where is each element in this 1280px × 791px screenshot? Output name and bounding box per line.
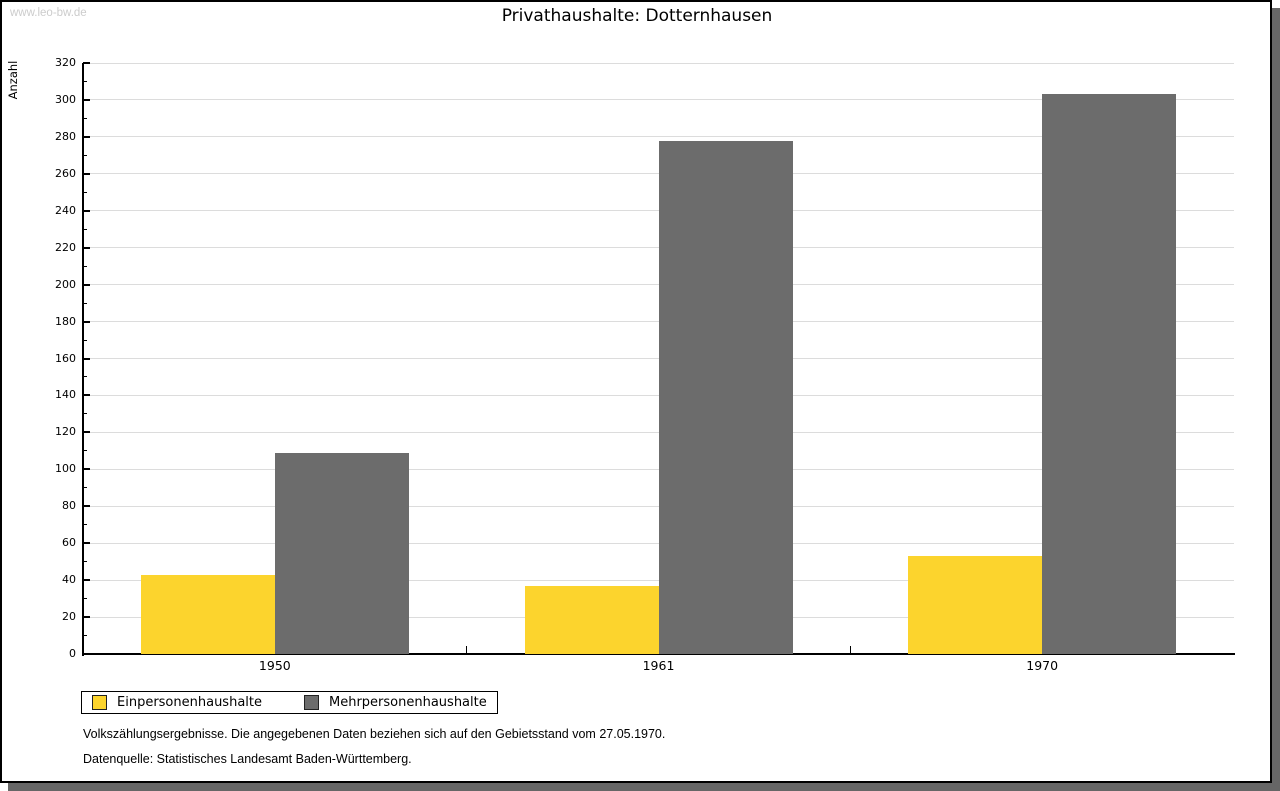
- x-tick-label: 1950: [258, 658, 291, 673]
- y-major-tick: [83, 98, 90, 101]
- gridline: [84, 136, 1234, 138]
- y-major-tick: [83, 62, 90, 64]
- legend-label: Einpersonenhaushalte: [117, 695, 262, 710]
- y-tick-label: 240: [55, 203, 76, 217]
- y-minor-tick: [83, 487, 87, 489]
- y-major-tick: [83, 357, 90, 360]
- y-minor-tick: [83, 302, 87, 304]
- x-boundary-tick: [465, 646, 468, 653]
- y-minor-tick: [83, 376, 87, 378]
- y-tick-label: 40: [62, 573, 76, 587]
- y-tick-label: 100: [55, 462, 76, 476]
- y-minor-tick: [83, 561, 87, 563]
- y-minor-tick: [83, 598, 87, 600]
- y-axis-line: [82, 63, 84, 656]
- y-minor-tick: [83, 80, 87, 82]
- y-major-tick: [83, 431, 90, 434]
- y-minor-tick: [83, 117, 87, 119]
- x-boundary-tick: [849, 646, 852, 653]
- y-major-tick: [83, 579, 90, 582]
- gridline: [84, 99, 1234, 101]
- y-minor-tick: [83, 265, 87, 267]
- y-minor-tick: [83, 413, 87, 415]
- legend-swatch-gray: [304, 695, 319, 710]
- y-major-tick: [83, 209, 90, 212]
- y-minor-tick: [83, 228, 87, 230]
- bar-einpersonenhaushalte-1950: [140, 574, 275, 654]
- watermark: www.leo-bw.de: [10, 7, 87, 19]
- bar-einpersonenhaushalte-1970: [908, 556, 1043, 654]
- legend: Einpersonenhaushalte Mehrpersonenhaushal…: [81, 691, 498, 714]
- y-major-tick: [83, 320, 90, 323]
- y-major-tick: [83, 616, 90, 619]
- y-minor-tick: [83, 524, 87, 526]
- y-minor-tick: [83, 450, 87, 452]
- y-tick-label: 120: [55, 425, 76, 439]
- footnote-gebietsstand: Volkszählungsergebnisse. Die angegebenen…: [83, 727, 666, 741]
- legend-swatch-yellow: [92, 695, 107, 710]
- y-tick-label: 140: [55, 388, 76, 402]
- y-major-tick: [83, 283, 90, 286]
- y-tick-label: 80: [62, 499, 76, 513]
- bar-mehrpersonenhaushalte-1950: [274, 452, 409, 654]
- y-tick-label: 320: [55, 56, 76, 69]
- y-major-tick: [83, 172, 90, 175]
- bar-einpersonenhaushalte-1961: [524, 585, 659, 654]
- y-tick-label: 300: [55, 92, 76, 106]
- y-major-tick: [83, 246, 90, 249]
- legend-item-einpersonenhaushalte: Einpersonenhaushalte: [92, 695, 262, 710]
- gridline: [84, 62, 1234, 64]
- bar-mehrpersonenhaushalte-1970: [1042, 94, 1177, 654]
- x-tick-label: 1961: [642, 658, 675, 673]
- y-minor-tick: [83, 154, 87, 156]
- legend-item-mehrpersonenhaushalte: Mehrpersonenhaushalte: [304, 695, 487, 710]
- y-tick-label: 200: [55, 277, 76, 291]
- chart-title: Privathaushalte: Dotternhausen: [501, 6, 773, 26]
- y-tick-label: 180: [55, 314, 76, 328]
- legend-label: Mehrpersonenhaushalte: [329, 695, 487, 710]
- y-major-tick: [83, 542, 90, 545]
- y-tick-label: 260: [55, 166, 76, 180]
- y-major-tick: [83, 505, 90, 508]
- y-major-tick: [83, 468, 90, 471]
- y-tick-label: 20: [62, 610, 76, 624]
- y-minor-tick: [83, 339, 87, 341]
- plot-area: 0 20 40 60 80 100 120 140 160 180 200 220 240 260 280 3…: [2, 2, 1272, 781]
- footnote-datenquelle: Datenquelle: Statistisches Landesamt Bad…: [83, 752, 412, 766]
- x-axis-line: [82, 653, 1235, 655]
- y-tick-label: 280: [55, 129, 76, 143]
- y-minor-tick: [83, 191, 87, 193]
- y-tick-label: 160: [55, 351, 76, 365]
- y-minor-tick: [83, 635, 87, 637]
- y-tick-label: 0: [69, 647, 76, 660]
- x-tick-label: 1970: [1026, 658, 1059, 673]
- y-major-tick: [83, 394, 90, 397]
- y-major-tick: [83, 135, 90, 138]
- bar-mehrpersonenhaushalte-1961: [658, 140, 793, 654]
- y-tick-label: 220: [55, 240, 76, 254]
- y-tick-label: 60: [62, 536, 76, 550]
